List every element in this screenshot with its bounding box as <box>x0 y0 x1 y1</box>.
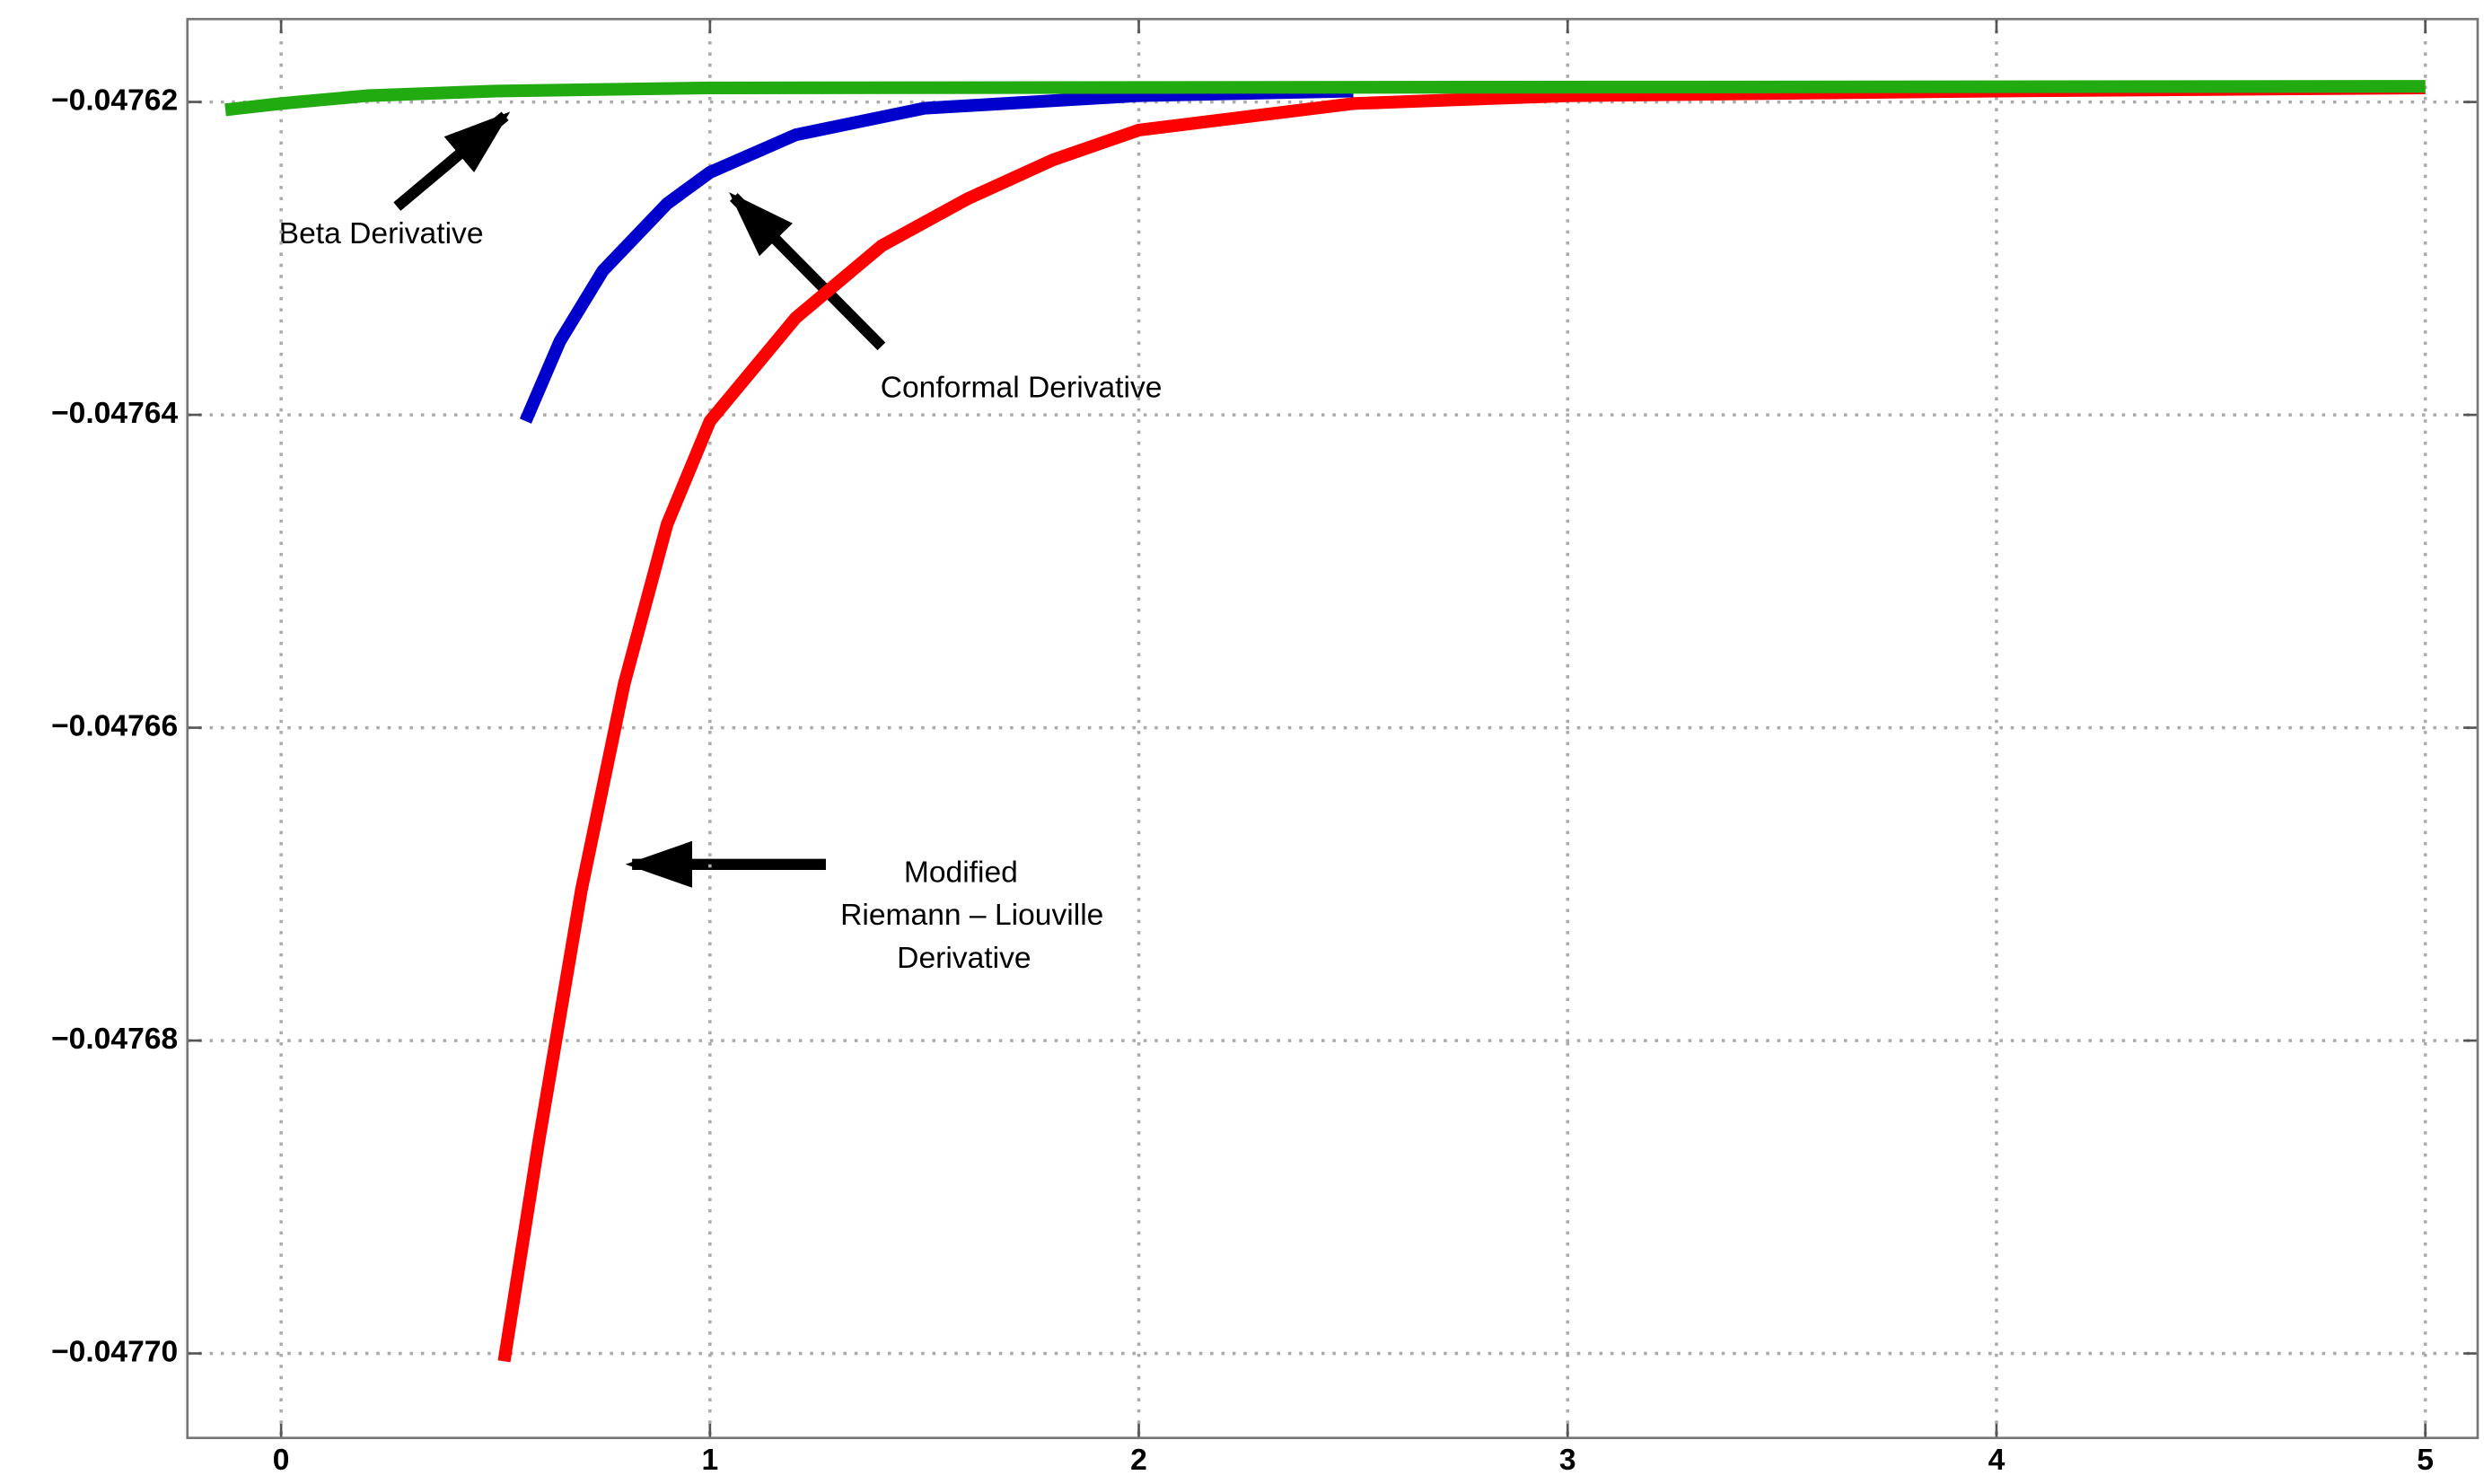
annotation: Beta Derivative <box>279 217 484 250</box>
x-tick-label: 0 <box>273 1444 290 1477</box>
line-series <box>224 80 2426 117</box>
annotation: Modified <box>904 856 1018 889</box>
x-tick-label: 4 <box>1988 1444 2006 1477</box>
x-tick-label: 5 <box>2417 1444 2434 1477</box>
annotation: Derivative <box>897 942 1031 975</box>
arrow <box>393 111 511 211</box>
x-tick-label: 3 <box>1559 1444 1576 1477</box>
y-tick-label: −0.04766 <box>51 709 178 742</box>
annotation: Conformal Derivative <box>881 371 1163 404</box>
y-tick-label: −0.04768 <box>51 1023 178 1056</box>
arrow <box>729 192 886 351</box>
y-tick-label: −0.04764 <box>51 397 178 430</box>
line-series <box>497 81 2426 1363</box>
annotation: Riemann – Liouville <box>840 899 1103 932</box>
x-tick-label: 2 <box>1130 1444 1147 1477</box>
y-tick-label: −0.04770 <box>51 1335 178 1368</box>
x-tick-label: 1 <box>701 1444 718 1477</box>
y-tick-label: −0.04762 <box>51 83 178 117</box>
line-series <box>519 84 1354 424</box>
plot-frame <box>186 17 2480 1440</box>
